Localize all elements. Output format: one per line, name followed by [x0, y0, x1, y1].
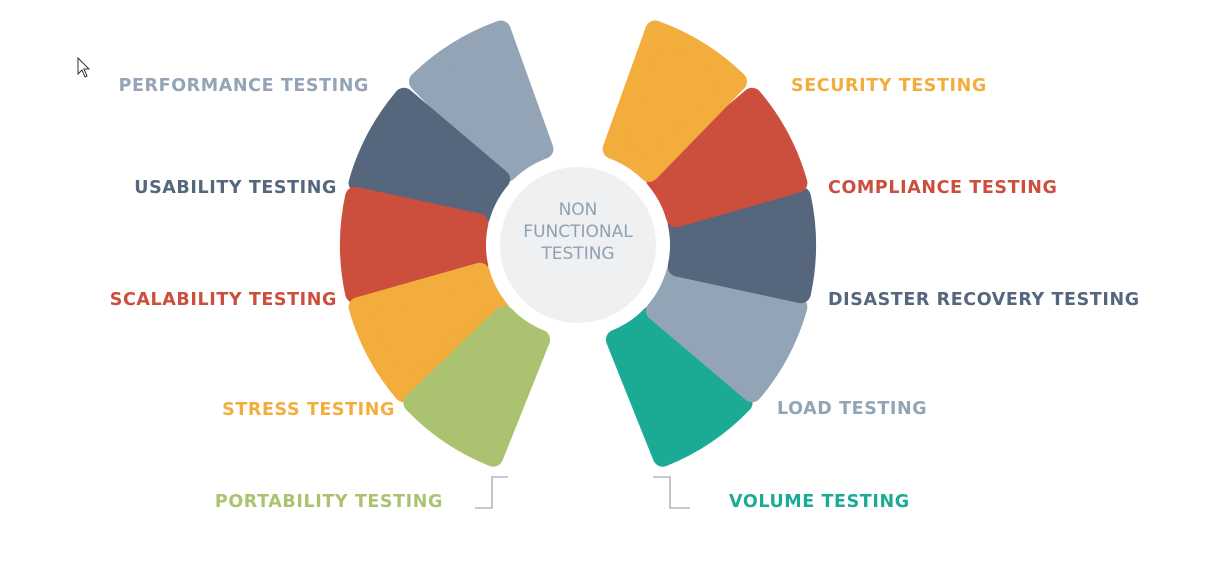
segment-compliance [645, 87, 808, 228]
label-compliance-testing: COMPLIANCE TESTING [828, 178, 1058, 198]
segment-volume [605, 305, 753, 467]
label-connectors [475, 476, 690, 509]
label-disaster-recovery-testing: DISASTER RECOVERY TESTING [828, 290, 1140, 310]
segment-load [645, 262, 808, 403]
segment-stress [348, 262, 511, 403]
segment-security [602, 20, 747, 182]
segment-usability [348, 87, 511, 228]
label-portability-testing: PORTABILITY TESTING [214, 492, 443, 512]
segment-disaster [667, 186, 817, 304]
center-title-line-3: TESTING [541, 244, 615, 264]
volume-connector-line [653, 476, 690, 509]
segment-portability [403, 305, 551, 467]
center-title-line-1: NON [558, 200, 598, 220]
center-title: NON FUNCTIONAL TESTING [500, 199, 656, 265]
label-usability-testing: USABILITY TESTING [134, 178, 337, 198]
segment-ring [339, 20, 817, 467]
label-volume-testing: VOLUME TESTING [729, 492, 910, 512]
portability-connector-line [475, 476, 508, 509]
label-performance-testing: PERFORMANCE TESTING [118, 76, 369, 96]
segment-performance [409, 20, 554, 182]
segment-scalability [339, 186, 489, 304]
label-stress-testing: STRESS TESTING [222, 400, 395, 420]
label-security-testing: SECURITY TESTING [791, 76, 987, 96]
center-title-line-2: FUNCTIONAL [523, 222, 633, 242]
center-hub [500, 167, 656, 323]
label-load-testing: LOAD TESTING [777, 399, 928, 419]
arrow-cursor-icon [77, 57, 91, 78]
label-scalability-testing: SCALABILITY TESTING [109, 290, 337, 310]
